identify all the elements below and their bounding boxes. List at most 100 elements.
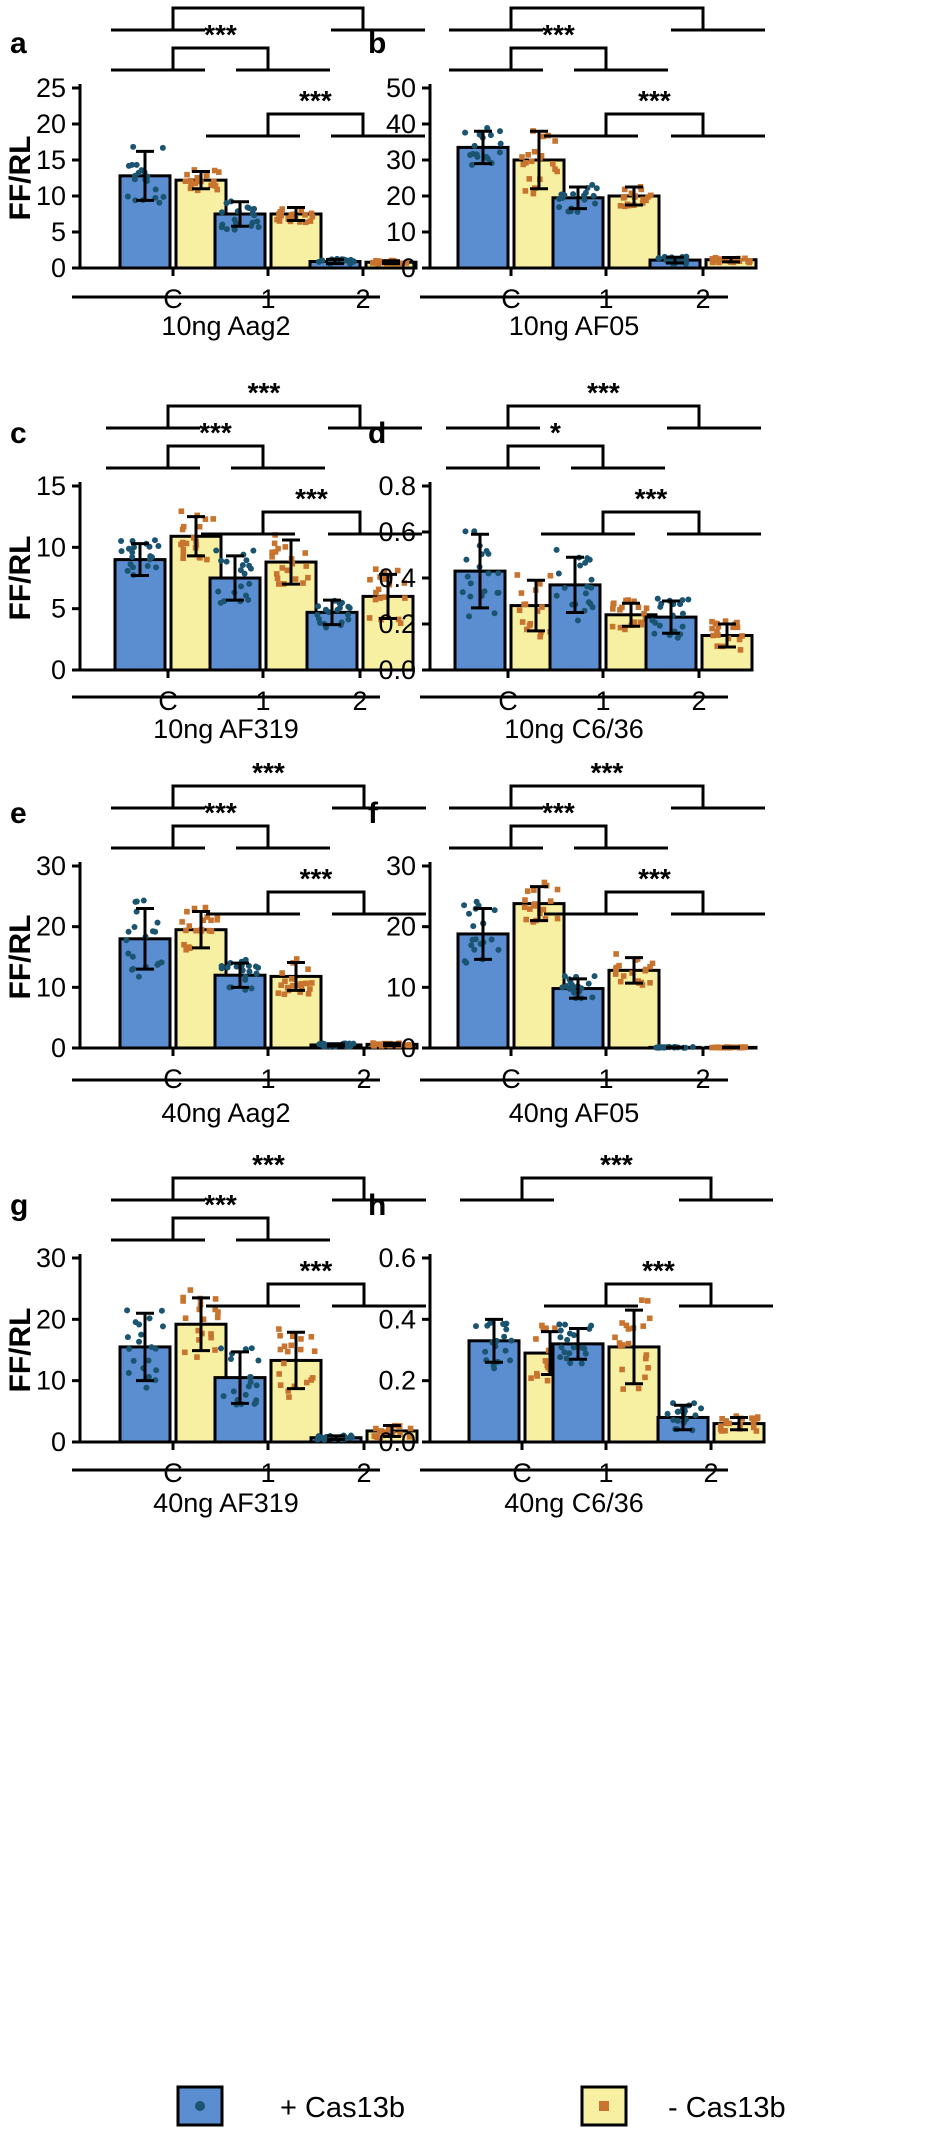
data-point [570, 989, 577, 996]
data-point [617, 202, 624, 209]
data-point [656, 255, 663, 262]
data-point [303, 980, 309, 987]
data-point [714, 1044, 721, 1050]
y-tick-label: 0.6 [378, 1243, 416, 1273]
data-point [556, 1321, 563, 1328]
data-point [298, 980, 305, 987]
data-point [230, 1388, 237, 1395]
data-point [530, 190, 537, 197]
data-point [192, 180, 199, 187]
data-point [578, 1360, 585, 1367]
y-tick-label: 0.4 [378, 563, 416, 593]
data-point [124, 567, 131, 574]
panel-label: f [368, 797, 379, 830]
data-point [214, 186, 220, 193]
data-point [305, 574, 311, 581]
bar-cas-plus-1 [213, 973, 267, 1050]
data-point [467, 151, 474, 158]
data-point [152, 1345, 159, 1352]
data-point [540, 1325, 546, 1331]
data-point [395, 616, 402, 623]
data-point [659, 1044, 666, 1051]
data-point [723, 1418, 729, 1424]
data-point [194, 175, 201, 181]
data-point [710, 632, 716, 639]
data-point [654, 595, 661, 602]
x-tick-label: 2 [352, 686, 367, 716]
data-point [544, 1377, 551, 1384]
data-point [471, 946, 478, 953]
data-point [247, 1379, 254, 1386]
data-point [223, 558, 230, 565]
data-point [373, 589, 379, 596]
data-point [619, 1366, 625, 1373]
data-point [132, 898, 139, 905]
data-point [683, 1416, 690, 1423]
data-point [215, 588, 222, 595]
data-point [750, 1424, 757, 1431]
data-point [472, 1323, 479, 1330]
data-point [370, 259, 377, 266]
data-point [188, 182, 194, 189]
data-point [246, 968, 253, 975]
y-tick-label: 0.8 [378, 471, 416, 501]
panel-g: g 0 10 20 30 FF/RL C 1 2 40ng AF319 *** *** *** [4, 1149, 426, 1518]
data-point [182, 1349, 188, 1356]
data-point [381, 569, 388, 575]
data-point [307, 986, 313, 992]
y-axis-label: FF/RL [4, 1308, 37, 1393]
data-point [497, 128, 504, 135]
data-point [648, 192, 654, 199]
data-point [516, 607, 523, 614]
data-point [239, 562, 246, 569]
y-tick-label: 10 [36, 1366, 66, 1396]
data-point [133, 161, 140, 168]
data-point [689, 1044, 696, 1051]
data-point [196, 523, 203, 530]
data-point [464, 573, 471, 580]
data-point [547, 898, 554, 904]
data-point [316, 1041, 323, 1048]
y-tick-label: 15 [36, 471, 66, 501]
sig-bracket [171, 824, 270, 848]
data-point [254, 218, 261, 225]
y-axis-label: FF/RL [4, 136, 37, 221]
data-point [675, 1408, 682, 1415]
y-tick-label: 0 [51, 253, 66, 283]
data-point [543, 1325, 549, 1332]
data-point [382, 575, 388, 581]
data-point [525, 152, 531, 158]
data-point [211, 167, 218, 174]
data-point [556, 195, 563, 202]
data-point [491, 1365, 498, 1372]
data-point [159, 1323, 166, 1330]
data-point [561, 584, 568, 591]
data-point [570, 1344, 577, 1351]
data-point [315, 615, 322, 622]
data-point [554, 915, 561, 922]
sig-label: *** [635, 483, 668, 514]
data-point [129, 554, 136, 561]
y-tick-label: 0 [51, 1033, 66, 1063]
data-point [244, 204, 251, 211]
data-point [186, 944, 192, 950]
sig-bracket [509, 6, 705, 30]
data-point [487, 132, 494, 139]
y-tick-label: 10 [36, 181, 66, 211]
data-point [649, 617, 656, 624]
data-point [552, 138, 558, 144]
data-point [528, 158, 535, 165]
sig-bracket [171, 784, 366, 808]
data-point [180, 546, 187, 553]
data-point [290, 982, 296, 989]
data-point [204, 914, 211, 920]
data-point [231, 226, 238, 233]
data-point [191, 167, 198, 173]
data-point [722, 618, 729, 624]
data-point [468, 161, 475, 168]
legend: + Cas13b - Cas13b [176, 2085, 786, 2127]
data-point [714, 643, 721, 649]
panel-label: b [368, 27, 386, 60]
data-point [402, 595, 408, 601]
